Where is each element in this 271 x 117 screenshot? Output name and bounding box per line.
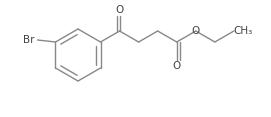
Text: O: O	[192, 26, 200, 36]
Text: Br: Br	[23, 35, 34, 45]
Text: O: O	[173, 61, 181, 71]
Text: O: O	[115, 5, 124, 15]
Text: CH₃: CH₃	[233, 26, 253, 36]
